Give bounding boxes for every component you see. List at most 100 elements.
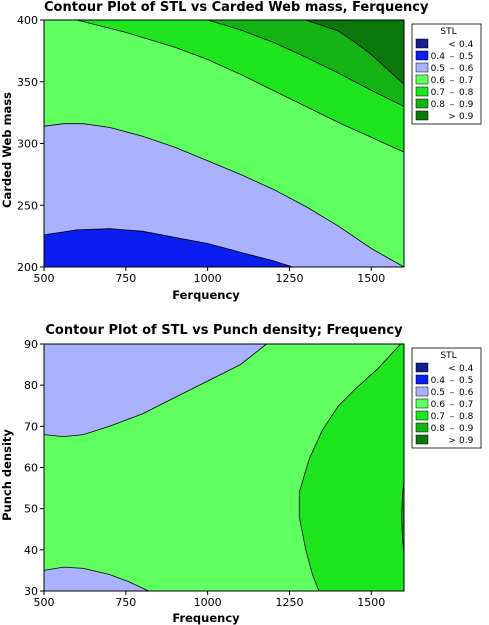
- legend-swatch: [415, 110, 429, 121]
- y-tick-label: 60: [24, 462, 38, 475]
- legend-swatch: [415, 98, 429, 109]
- legend-range-high: 0.4: [459, 364, 474, 374]
- legend-range-separator: >: [448, 436, 456, 446]
- x-tick-label: 1000: [194, 596, 222, 609]
- legend-swatch: [415, 62, 429, 73]
- contour-line-0.6-1: [44, 123, 404, 267]
- y-axis: 30 40 50 60 70 80 90: [24, 338, 44, 598]
- legend-range-separator: –: [450, 412, 455, 422]
- contour-chart-2: 500 750 1000 1250 1500 30 40 50 60 70 80 90 Freque…: [0, 338, 482, 625]
- legend-range-separator: >: [448, 112, 456, 122]
- chart-title: Contour Plot of STL vs Punch density; Fr…: [45, 323, 403, 338]
- legend-swatch: [415, 434, 429, 445]
- legend-range-high: 0.9: [459, 100, 474, 110]
- contour-regions: [44, 344, 404, 591]
- x-axis: 500 750 1000 1250 1500: [34, 267, 385, 285]
- legend-range-low: 0.7: [431, 88, 445, 98]
- contour-line-0.5-0: [44, 228, 293, 267]
- legend-range-low: 0.4: [431, 52, 446, 62]
- y-axis: 200 250 300 350 400: [17, 14, 44, 274]
- legend-range-high: 0.5: [459, 376, 473, 386]
- contour-lines: [44, 20, 404, 267]
- legend-swatch: [415, 386, 429, 397]
- y-tick-label: 250: [17, 199, 38, 212]
- y-tick-label: 50: [24, 503, 38, 516]
- x-tick-label: 500: [34, 272, 55, 285]
- x-tick-label: 1250: [275, 272, 303, 285]
- x-tick-label: 750: [115, 596, 136, 609]
- y-tick-label: 300: [17, 138, 38, 151]
- legend-range-low: 0.5: [431, 64, 445, 74]
- region-0.8-0.9: [401, 479, 404, 554]
- region-0.7-0.8: [299, 344, 404, 591]
- x-tick-label: 1250: [275, 596, 303, 609]
- legend-range-separator: –: [450, 76, 455, 86]
- legend-range-separator: –: [450, 64, 455, 74]
- region-above-0.9: [305, 20, 404, 85]
- legend-range-high: 0.9: [459, 424, 474, 434]
- legend-range-separator: <: [448, 364, 456, 374]
- legend-range-low: 0.6: [431, 76, 446, 86]
- legend-range-high: 0.8: [459, 412, 474, 422]
- x-tick-label: 750: [115, 272, 136, 285]
- legend-range-low: 0.4: [431, 376, 446, 386]
- x-axis-label: Frequency: [172, 611, 240, 625]
- legend-swatch: [415, 374, 429, 385]
- region-0.5-0.6-lower: [44, 567, 149, 591]
- x-tick-label: 500: [34, 596, 55, 609]
- legend-range-separator: –: [450, 388, 455, 398]
- legend-range-low: 0.6: [431, 400, 446, 410]
- legend: STL< 0.40.4–0.50.5–0.60.6–0.70.7–0.80.8–0…: [411, 347, 482, 449]
- legend-swatch: [415, 362, 429, 373]
- contour-line-0.9-4: [305, 20, 404, 85]
- legend-range-low: 0.7: [431, 412, 445, 422]
- legend-range-high: 0.6: [459, 388, 474, 398]
- contour-line-0.8-3: [207, 20, 404, 107]
- contour-chart-1: 500 750 1000 1250 1500 200 250 300 350 400 Ferqu…: [0, 14, 482, 302]
- contour-lines: [44, 344, 404, 591]
- y-tick-label: 90: [24, 338, 38, 351]
- legend-range-low: 0.8: [431, 100, 446, 110]
- legend-swatch: [415, 50, 429, 61]
- legend-swatch: [415, 38, 429, 49]
- region-0.5-0.6: [44, 344, 267, 437]
- legend-range-high: 0.5: [459, 52, 473, 62]
- legend-swatch: [415, 422, 429, 433]
- legend-title: STL: [440, 27, 456, 37]
- contour-line-0.6-1: [44, 566, 149, 591]
- x-tick-label: 1500: [357, 272, 385, 285]
- legend-swatch: [415, 398, 429, 409]
- legend-range-separator: –: [450, 376, 455, 386]
- legend-range-separator: –: [450, 100, 455, 110]
- x-axis: 500 750 1000 1250 1500: [34, 591, 385, 609]
- legend-range-high: 0.7: [459, 76, 473, 86]
- y-axis-label: Carded Web mass: [0, 92, 14, 208]
- y-tick-label: 80: [24, 379, 38, 392]
- legend-range-high: 0.9: [459, 436, 474, 446]
- legend-range-separator: –: [450, 424, 455, 434]
- y-tick-label: 400: [17, 14, 38, 27]
- contour-line-0.8-3: [401, 479, 404, 554]
- chart-panel-1: Contour Plot of STL vs Carded Web mass, …: [0, 0, 489, 310]
- y-tick-label: 200: [17, 261, 38, 274]
- legend-range-high: 0.8: [459, 88, 474, 98]
- legend-swatch: [415, 410, 429, 421]
- legend-range-low: 0.8: [431, 424, 446, 434]
- chart-panel-2: Contour Plot of STL vs Punch density; Fr…: [0, 315, 489, 625]
- contour-line-0.7-2: [76, 20, 404, 153]
- legend-range-high: 0.6: [459, 64, 474, 74]
- x-tick-label: 1500: [357, 596, 385, 609]
- y-axis-label: Punch density: [0, 429, 14, 521]
- legend-range-high: 0.7: [459, 400, 473, 410]
- legend-swatch: [415, 86, 429, 97]
- y-tick-label: 40: [24, 544, 38, 557]
- legend-range-low: 0.5: [431, 388, 445, 398]
- x-tick-label: 1000: [194, 272, 222, 285]
- y-tick-label: 350: [17, 76, 38, 89]
- region-0.4-0.5: [44, 228, 293, 267]
- contour-line-0.6-0: [44, 344, 267, 438]
- legend-range-separator: –: [450, 52, 455, 62]
- legend: STL< 0.40.4–0.50.5–0.60.6–0.70.7–0.80.8–0…: [411, 23, 482, 125]
- contour-line-0.7-2: [298, 344, 401, 591]
- legend-title: STL: [440, 351, 456, 361]
